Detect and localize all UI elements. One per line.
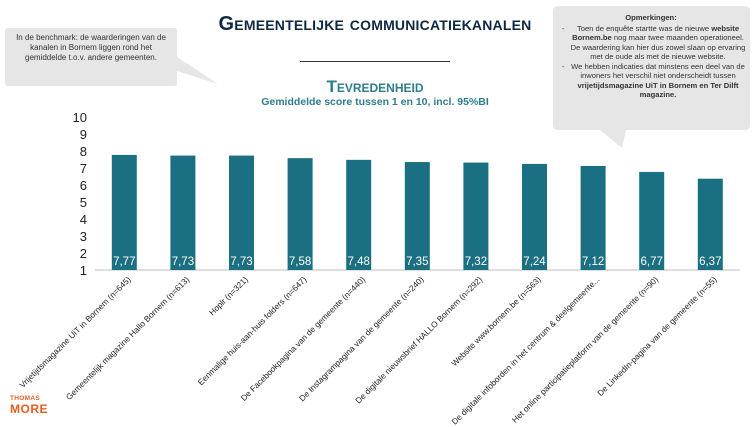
bar	[639, 171, 665, 270]
bar-value-label: 7,73	[172, 256, 194, 268]
chart-description: Gemiddelde score tussen 1 en 10, incl. 9…	[261, 96, 489, 108]
remarks-list: Toen de enquête startte was de nieuwe we…	[556, 24, 746, 100]
bar-value-label: 7,24	[523, 256, 546, 268]
bar-value-label: 7,48	[348, 256, 370, 268]
remark-bold: website Bornem.be	[572, 23, 740, 43]
y-tick-label: 9	[80, 127, 87, 142]
remark-item: Toen de enquête startte was de nieuwe we…	[562, 23, 746, 62]
bar	[229, 155, 254, 270]
chart-subtitle: Tevredenheid	[326, 77, 424, 96]
y-tick-label: 4	[80, 212, 87, 227]
bar	[697, 178, 723, 270]
bar-value-label: 7,35	[406, 256, 428, 268]
bar-value-label: 6,37	[699, 256, 721, 268]
title-divider	[300, 61, 450, 62]
callout-left-text: In de benchmark: de waarderingen van de …	[16, 33, 166, 62]
x-tick-label: De LinkedIn-pagina van de gemeente (n=55…	[595, 274, 719, 398]
bar	[170, 155, 196, 270]
y-tick-label: 8	[80, 144, 87, 159]
x-tick-label: De Facebookpagina van de gemeente (n=440…	[239, 274, 368, 403]
bar-value-label: 7,58	[289, 256, 311, 268]
y-tick-label: 6	[80, 178, 87, 193]
logo-line1: THOMAS	[10, 395, 40, 402]
remark-item: We hebben indicaties dat minstens een de…	[562, 61, 746, 100]
bar	[287, 158, 313, 270]
bar	[522, 163, 547, 270]
y-tick-label: 7	[80, 161, 87, 176]
x-tick-label: De digitale nieuwsbrief HALLO Bornem (n=…	[353, 274, 484, 405]
callout-right-text: Opmerkingen: Toen de enquête startte was…	[556, 13, 746, 100]
bar-value-label: 7,12	[582, 256, 604, 268]
remark-text: Toen de enquête startte was de nieuwe	[576, 23, 712, 33]
x-tick-label: Hoplr (n=321)	[207, 274, 250, 317]
bar	[580, 165, 606, 270]
bar	[463, 162, 489, 270]
y-tick-label: 5	[80, 195, 87, 210]
logo-line2: MORE	[10, 401, 48, 416]
bar-value-label: 6,77	[641, 256, 663, 268]
bar	[111, 154, 137, 270]
y-tick-label: 3	[80, 229, 87, 244]
bar-value-label: 7,73	[230, 256, 252, 268]
x-tick-label: Eenmalige huis-aan-huis folders (n=647)	[196, 274, 309, 387]
remark-bold: vrijetijdsmagazine UiT in Bornem en Ter …	[577, 80, 739, 100]
bar	[404, 162, 430, 270]
callout-left-bubble	[5, 28, 218, 86]
x-tick-label: Gemeentelijk magazine Hallo Bornem (n=61…	[64, 274, 192, 402]
y-tick-label: 10	[73, 110, 87, 125]
bar-value-label: 7,77	[113, 256, 135, 268]
bar	[346, 159, 372, 270]
x-tick-label: Vrijetijdsmagazine UiT in Bornem (n=645)	[17, 274, 133, 390]
x-tick-label: De Instagrampagina van de gemeente (n=24…	[297, 274, 426, 403]
y-tick-label: 1	[80, 263, 87, 278]
remark-text: nog maar twee maanden operationeel. De w…	[570, 33, 746, 61]
bar-value-label: 7,32	[465, 256, 487, 268]
remark-text: We hebben indicaties dat minstens een de…	[571, 61, 745, 81]
y-tick-label: 2	[80, 246, 87, 261]
thomas-more-logo: THOMAS MORE	[10, 395, 48, 416]
remarks-title: Opmerkingen:	[625, 13, 677, 22]
chart-title: Gemeentelijke communicatiekanalen	[218, 13, 532, 35]
